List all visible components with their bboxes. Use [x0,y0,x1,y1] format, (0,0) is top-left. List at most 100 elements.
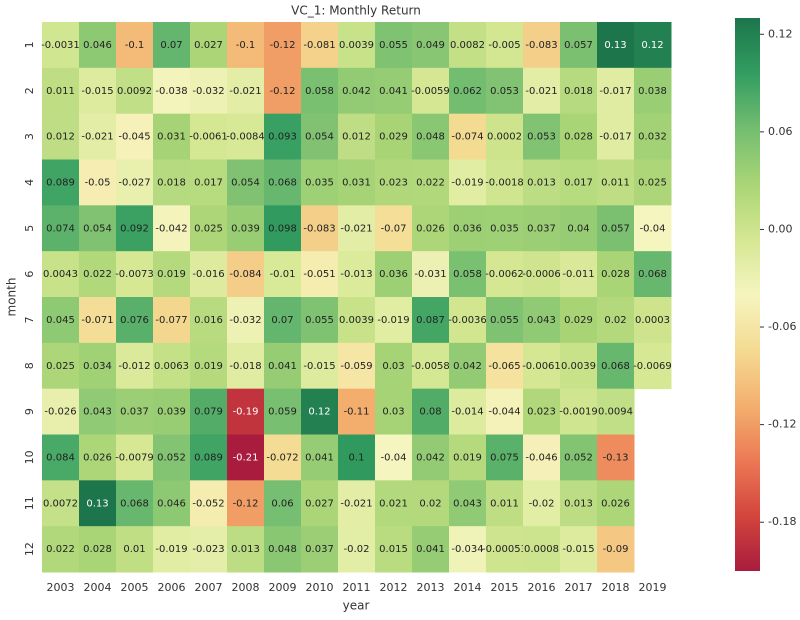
heatmap-cell [79,205,117,252]
heatmap-cell [597,113,635,160]
cell-label: 0.07 [160,40,182,51]
cell-label: 0.011 [46,86,75,97]
heatmap-cell [264,22,302,69]
cell-label: 0.0094 [598,407,633,418]
chart-title: VC_1: Monthly Return [291,4,421,18]
x-tick-label: 2016 [528,581,556,594]
heatmap-cell [634,113,672,160]
colorbar-tick-label: -0.12 [768,418,796,431]
heatmap-cell [523,205,561,252]
cell-label: -0.051 [303,269,335,280]
heatmap-cell [338,67,376,115]
heatmap-cell [264,388,302,435]
cell-label: -0.034 [451,544,483,555]
heatmap-cell [449,297,487,344]
cell-label: 0.022 [83,269,112,280]
heatmap-cell [523,526,561,573]
cell-label: -0.021 [81,132,113,143]
cell-label: 0.029 [564,315,593,326]
heatmap-cell [153,297,191,344]
y-tick-label: 8 [23,362,36,369]
cell-label: -0.044 [488,407,520,418]
heatmap-cell [42,434,80,481]
heatmap-cell [560,251,598,298]
heatmap-cell [153,480,191,527]
heatmap-cell [560,159,598,206]
cell-label: -0.0061 [522,361,561,372]
cell-label: 0.058 [305,86,334,97]
cell-label: 0.057 [564,40,593,51]
cell-label: 0.013 [564,498,593,509]
colorbar-tick-label: 0.00 [768,222,793,235]
heatmap-cell [486,159,524,206]
x-tick-label: 2003 [47,581,75,594]
heatmap-cell [116,434,154,481]
cell-label: -0.013 [340,269,372,280]
cell-label: 0.08 [419,407,441,418]
y-tick-label: 10 [23,450,36,464]
heatmap-cell [42,67,80,115]
cell-label: -0.0036 [448,315,487,326]
cell-label: 0.035 [490,223,519,234]
heatmap-cell [153,434,191,481]
heatmap-cell [338,526,376,573]
heatmap-cell [301,526,339,573]
y-tick-label: 3 [23,133,36,140]
cell-label: 0.089 [46,177,75,188]
cell-label: 0.055 [490,315,519,326]
cell-label: 0.038 [638,86,667,97]
heatmap-cell [190,113,228,160]
heatmap-cell [79,251,117,298]
heatmap-cell [375,297,413,344]
heatmap-cell [634,22,672,69]
cell-label: 0.019 [453,452,482,463]
heatmap-cell [486,480,524,527]
cell-label: -0.046 [525,452,557,463]
cell-label: -0.0031 [41,40,80,51]
cell-label: -0.018 [229,361,261,372]
heatmap-cell [486,22,524,69]
cell-label: -0.084 [229,269,261,280]
cell-label: -0.12 [233,498,259,509]
cell-label: -0.042 [155,223,187,234]
heatmap-cell [523,113,561,160]
heatmap-cell [412,159,450,206]
cell-label: -0.00053 [482,544,527,555]
heatmap-cell [227,67,265,115]
cell-label: 0.028 [564,132,593,143]
y-tick-label: 6 [23,271,36,278]
heatmap-cell [79,159,117,206]
heatmap-cell [264,251,302,298]
cell-label: 0.1 [349,452,365,463]
cell-label: 0.13 [86,498,108,509]
heatmap-cell [301,251,339,298]
cell-label: -0.0059 [411,86,450,97]
cell-label: 0.018 [564,86,593,97]
cell-label: 0.0039 [561,361,596,372]
cell-label: 0.0039 [339,40,374,51]
heatmap-cell [523,480,561,527]
heatmap-cell [116,480,154,527]
x-tick-label: 2011 [343,581,371,594]
heatmap-cell [338,434,376,481]
cell-label: -0.017 [599,132,631,143]
heatmap-cell [375,67,413,115]
cell-label: 0.04 [567,223,589,234]
cell-label: -0.031 [414,269,446,280]
cell-label: -0.0019 [559,407,598,418]
cell-label: -0.015 [303,361,335,372]
heatmap-cell [153,159,191,206]
cell-label: -0.019 [155,544,187,555]
cell-label: -0.021 [340,223,372,234]
heatmap-cell [116,159,154,206]
heatmap-cell [338,159,376,206]
cell-label: -0.021 [340,498,372,509]
heatmap-cell [523,159,561,206]
heatmap-cell [264,113,302,160]
cell-label: 0.042 [453,361,482,372]
cell-label: 0.075 [490,452,519,463]
cell-label: 0.025 [46,361,75,372]
heatmap-cell [79,113,117,160]
heatmap-cell [338,205,376,252]
heatmap-cell [153,113,191,160]
